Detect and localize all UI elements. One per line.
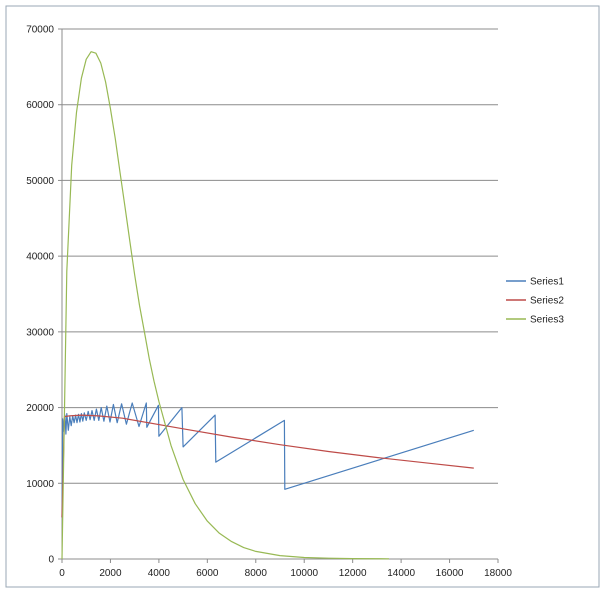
legend-label-1: Series1 xyxy=(530,277,564,288)
y-tick-label: 10000 xyxy=(26,479,54,490)
y-tick-label: 40000 xyxy=(26,252,54,263)
x-tick-label: 4000 xyxy=(148,568,171,579)
x-tick-label: 10000 xyxy=(290,568,318,579)
series-line-2 xyxy=(61,414,474,518)
x-tick-label: 18000 xyxy=(484,568,512,579)
x-tick-label: 6000 xyxy=(196,568,219,579)
x-tick-label: 0 xyxy=(59,568,65,579)
series-lines xyxy=(61,51,474,560)
y-tick-label: 50000 xyxy=(26,176,54,187)
legend-label-3: Series3 xyxy=(530,315,564,326)
x-tick-label: 8000 xyxy=(245,568,268,579)
x-tick-label: 2000 xyxy=(99,568,122,579)
x-tick-label: 16000 xyxy=(436,568,464,579)
tick-labels: 0 10000 20000 30000 40000 50000 60000 70000 0 200… xyxy=(26,25,512,580)
y-tick-label: 0 xyxy=(48,555,54,566)
series-line-1 xyxy=(61,402,474,518)
y-tick-label: 70000 xyxy=(26,25,54,36)
y-tick-label: 30000 xyxy=(26,327,54,338)
gridlines xyxy=(62,28,498,484)
legend-label-2: Series2 xyxy=(530,296,564,307)
y-tick-label: 20000 xyxy=(26,403,54,414)
y-tick-label: 60000 xyxy=(26,100,54,111)
x-tick-label: 14000 xyxy=(387,568,415,579)
legend: Series1 Series2 Series3 xyxy=(506,277,564,326)
x-tick-label: 12000 xyxy=(339,568,367,579)
series-line-3 xyxy=(61,51,390,560)
chart-area-border xyxy=(5,5,600,588)
